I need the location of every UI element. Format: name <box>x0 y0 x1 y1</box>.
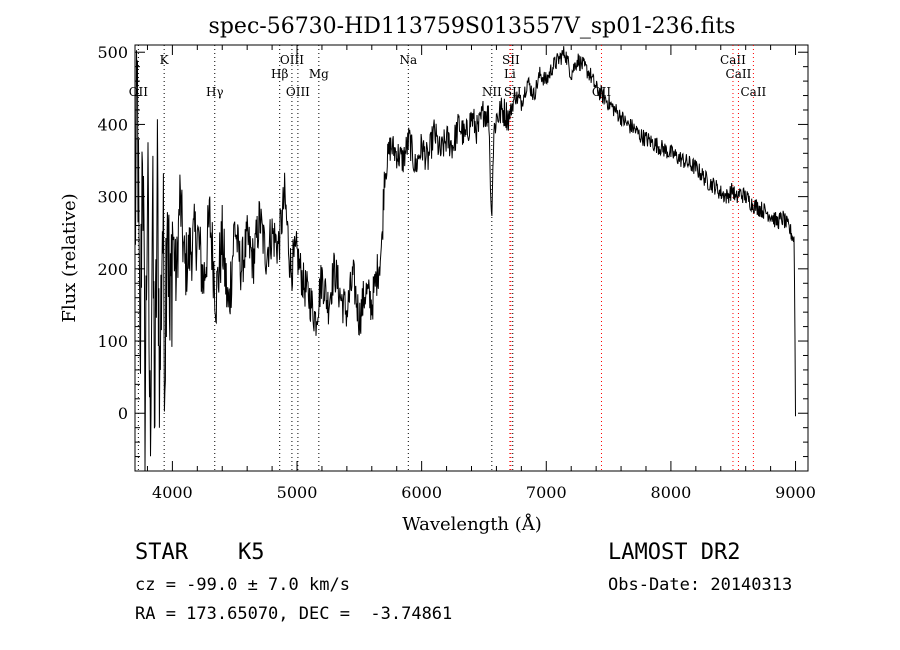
y-tick-label: 200 <box>97 260 128 279</box>
line-marker-label: OIII <box>286 85 310 99</box>
axes: 4000 5000 6000 7000 8000 9000 0 100 200 300 400 500 <box>97 43 815 502</box>
x-tick-label: 4000 <box>152 483 193 502</box>
y-tick-label: 100 <box>97 332 128 351</box>
line-marker-label: Hβ <box>271 67 288 81</box>
survey-label: LAMOST DR2 <box>608 540 741 565</box>
cz-label: cz = -99.0 ± 7.0 km/s <box>135 575 350 595</box>
obs-date-label: Obs-Date: 20140313 <box>608 575 793 595</box>
line-marker-label: Na <box>399 53 417 67</box>
line-marker-label: SII <box>502 53 520 67</box>
x-tick-label: 6000 <box>401 483 442 502</box>
line-marker-label: Hγ <box>206 85 224 99</box>
coords-label: RA = 173.65070, DEC = -3.74861 <box>135 604 453 624</box>
line-marker-label: NII <box>482 85 502 99</box>
y-tick-label: 0 <box>118 404 128 423</box>
class-label: STAR <box>135 540 188 565</box>
line-marker-label: Li <box>504 67 516 81</box>
y-tick-label: 300 <box>97 188 128 207</box>
line-marker-label: CaII <box>726 67 752 81</box>
x-tick-label: 8000 <box>651 483 692 502</box>
spectrum-line <box>134 46 796 472</box>
chart-title: spec-56730-HD113759S013557V_sp01-236.fit… <box>209 14 736 39</box>
line-marker-label: Mg <box>309 67 329 81</box>
x-tick-label: 9000 <box>775 483 816 502</box>
x-tick-label: 5000 <box>277 483 318 502</box>
plot-frame <box>134 44 809 472</box>
line-marker-label: CaII <box>740 85 766 99</box>
y-tick-label: 400 <box>97 115 128 134</box>
line-marker-label: OII <box>129 85 149 99</box>
line-marker-label: K <box>160 53 170 67</box>
y-tick-label: 500 <box>97 43 128 62</box>
line-marker-label: CaII <box>720 53 746 67</box>
x-axis-label: Wavelength (Å) <box>402 513 542 535</box>
line-marker-label: OIII <box>280 53 304 67</box>
y-axis-label: Flux (relative) <box>59 193 80 322</box>
x-tick-label: 7000 <box>526 483 567 502</box>
subclass-label: K5 <box>238 540 265 565</box>
spectrum-series-group <box>134 46 796 472</box>
